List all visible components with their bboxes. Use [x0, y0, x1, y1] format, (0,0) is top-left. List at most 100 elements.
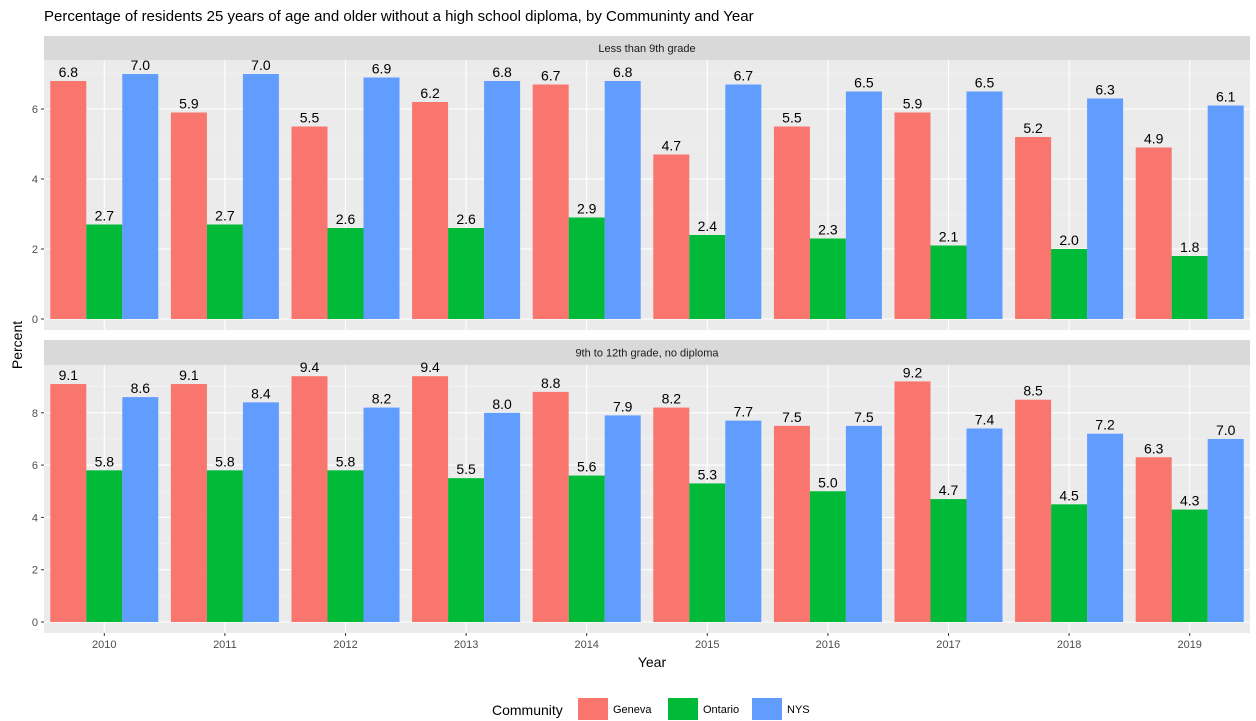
data-label: 6.5	[975, 75, 995, 91]
bar-nys	[1207, 105, 1244, 319]
data-label: 9.1	[179, 367, 199, 383]
data-label: 8.0	[492, 396, 512, 412]
bar-ontario	[1171, 256, 1208, 319]
facet-strip-label: 9th to 12th grade, no diploma	[575, 348, 719, 360]
legend-label: Geneva	[613, 704, 652, 716]
data-label: 2.9	[577, 201, 597, 217]
bar-nys	[363, 407, 400, 622]
bar-ontario	[1051, 504, 1088, 622]
data-label: 7.0	[1216, 422, 1236, 438]
data-label: 9.1	[59, 367, 79, 383]
bar-ontario	[689, 235, 726, 319]
bar-nys	[966, 91, 1003, 319]
x-tick-label: 2011	[213, 639, 237, 651]
data-label: 5.9	[179, 96, 199, 112]
data-label: 2.0	[1059, 232, 1079, 248]
bar-nys	[484, 412, 521, 622]
data-label: 6.7	[734, 68, 754, 84]
bar-ontario	[327, 228, 364, 319]
data-label: 6.7	[541, 68, 561, 84]
y-tick-label: 4	[32, 512, 38, 524]
data-label: 4.3	[1180, 493, 1200, 509]
data-label: 4.9	[1144, 131, 1164, 147]
data-label: 9.4	[420, 359, 440, 375]
y-axis-title: Percent	[9, 321, 25, 369]
bar-ontario	[206, 224, 243, 319]
bar-ontario	[930, 499, 967, 622]
data-label: 9.4	[300, 359, 320, 375]
data-label: 8.8	[541, 375, 561, 391]
bar-ontario	[327, 470, 364, 622]
x-tick-label: 2015	[695, 639, 719, 651]
facet-strip	[44, 340, 1250, 365]
bar-geneva	[653, 407, 690, 622]
data-label: 6.3	[1144, 440, 1164, 456]
bar-nys	[484, 81, 521, 319]
data-label: 5.8	[215, 453, 235, 469]
bar-geneva	[532, 391, 569, 622]
data-label: 6.1	[1216, 89, 1236, 105]
data-label: 5.9	[903, 96, 923, 112]
bar-nys	[966, 428, 1003, 622]
x-tick-label: 2013	[454, 639, 478, 651]
data-label: 2.6	[456, 211, 476, 227]
bar-ontario	[568, 475, 605, 622]
bar-nys	[845, 425, 882, 622]
data-label: 1.8	[1180, 239, 1200, 255]
facet-panel: 9th to 12th grade, no diploma 0 2 4 6 8 9.1 9.1…	[32, 340, 1250, 651]
bar-nys	[242, 74, 279, 319]
bar-geneva	[653, 154, 690, 319]
data-label: 2.4	[698, 218, 718, 234]
legend-key-geneva	[578, 698, 608, 720]
x-tick-label: 2019	[1177, 639, 1201, 651]
bar-ontario	[448, 478, 485, 622]
bar-geneva	[1015, 399, 1052, 622]
bar-nys	[122, 74, 159, 319]
data-label: 9.2	[903, 364, 923, 380]
bar-ontario	[568, 217, 605, 319]
bar-geneva	[291, 126, 328, 319]
bar-geneva	[773, 126, 810, 319]
data-label: 5.6	[577, 459, 597, 475]
bar-nys	[1087, 433, 1124, 622]
data-label: 7.5	[854, 409, 874, 425]
x-axis-title: Year	[638, 654, 667, 670]
bar-ontario	[689, 483, 726, 622]
bar-geneva	[532, 84, 569, 319]
bar-geneva	[773, 425, 810, 622]
legend-label: Ontario	[703, 704, 739, 716]
bar-geneva	[412, 376, 449, 622]
data-label: 2.6	[336, 211, 356, 227]
data-label: 8.4	[251, 385, 271, 401]
facet-panel: Less than 9th grade 0 2 4 6 6.8 5.9 5.5 6.2 6.7 4.…	[32, 36, 1250, 330]
x-tick-label: 2018	[1057, 639, 1081, 651]
bar-ontario	[448, 228, 485, 319]
bar-geneva	[1135, 147, 1172, 319]
data-label: 4.7	[939, 482, 959, 498]
data-label: 6.3	[1095, 82, 1115, 98]
data-label: 8.5	[1023, 383, 1043, 399]
legend-label: NYS	[787, 704, 810, 716]
bar-geneva	[170, 112, 207, 319]
bar-nys	[242, 402, 279, 622]
bar-nys	[725, 420, 762, 622]
legend-key-ontario	[668, 698, 698, 720]
bar-geneva	[170, 384, 207, 622]
bar-geneva	[412, 102, 449, 319]
x-tick-label: 2017	[936, 639, 960, 651]
data-label: 7.5	[782, 409, 802, 425]
bar-ontario	[206, 470, 243, 622]
data-label: 5.5	[300, 110, 320, 126]
data-label: 2.1	[939, 229, 959, 245]
bar-ontario	[809, 491, 846, 622]
data-label: 5.2	[1023, 120, 1043, 136]
x-tick-label: 2016	[816, 639, 840, 651]
data-label: 8.2	[372, 391, 392, 407]
legend-key-nys	[752, 698, 782, 720]
facet-strip	[44, 36, 1250, 60]
data-label: 8.2	[662, 391, 682, 407]
data-label: 5.3	[698, 466, 718, 482]
bar-nys	[845, 91, 882, 319]
x-tick-label: 2010	[92, 639, 116, 651]
data-label: 6.8	[492, 64, 512, 80]
